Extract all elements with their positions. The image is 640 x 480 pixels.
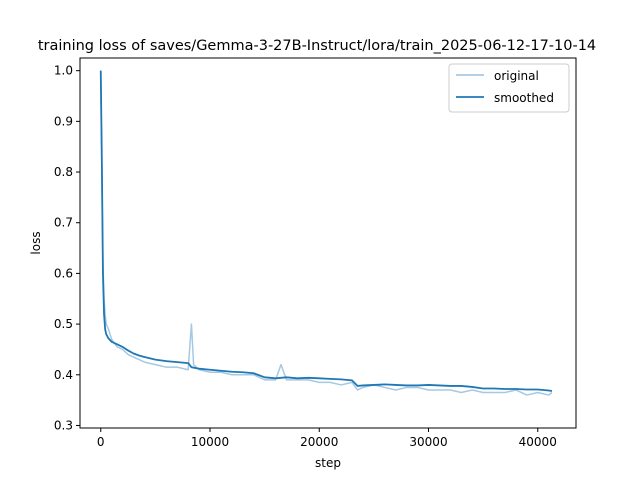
x-tick-label: 30000	[409, 435, 447, 449]
x-tick-label: 0	[97, 435, 105, 449]
x-axis-label: step	[315, 456, 341, 470]
y-tick-label: 0.3	[54, 418, 73, 432]
x-axis: 0 10000 20000 30000 40000	[97, 428, 557, 449]
legend-label-original: original	[494, 69, 539, 83]
y-tick-label: 0.8	[54, 165, 73, 179]
y-tick-label: 0.4	[54, 368, 73, 382]
y-axis: 0.3 0.4 0.5 0.6 0.7 0.8 0.9 1.0	[54, 64, 80, 432]
y-axis-label: loss	[29, 231, 43, 254]
y-tick-label: 0.5	[54, 317, 73, 331]
y-tick-label: 1.0	[54, 64, 73, 78]
chart-title: training loss of saves/Gemma-3-27B-Instr…	[38, 38, 596, 54]
x-tick-label: 40000	[519, 435, 557, 449]
y-tick-label: 0.9	[54, 114, 73, 128]
plot-area-frame	[79, 57, 577, 429]
legend: original smoothed	[448, 63, 570, 113]
y-tick-label: 0.6	[54, 266, 73, 280]
series-line-smoothed	[99, 70, 553, 392]
x-tick-label: 20000	[300, 435, 338, 449]
legend-label-smoothed: smoothed	[494, 91, 554, 105]
series-line-original	[100, 70, 553, 396]
legend-frame	[448, 63, 570, 113]
y-tick-label: 0.7	[54, 216, 73, 230]
x-tick-label: 10000	[191, 435, 229, 449]
